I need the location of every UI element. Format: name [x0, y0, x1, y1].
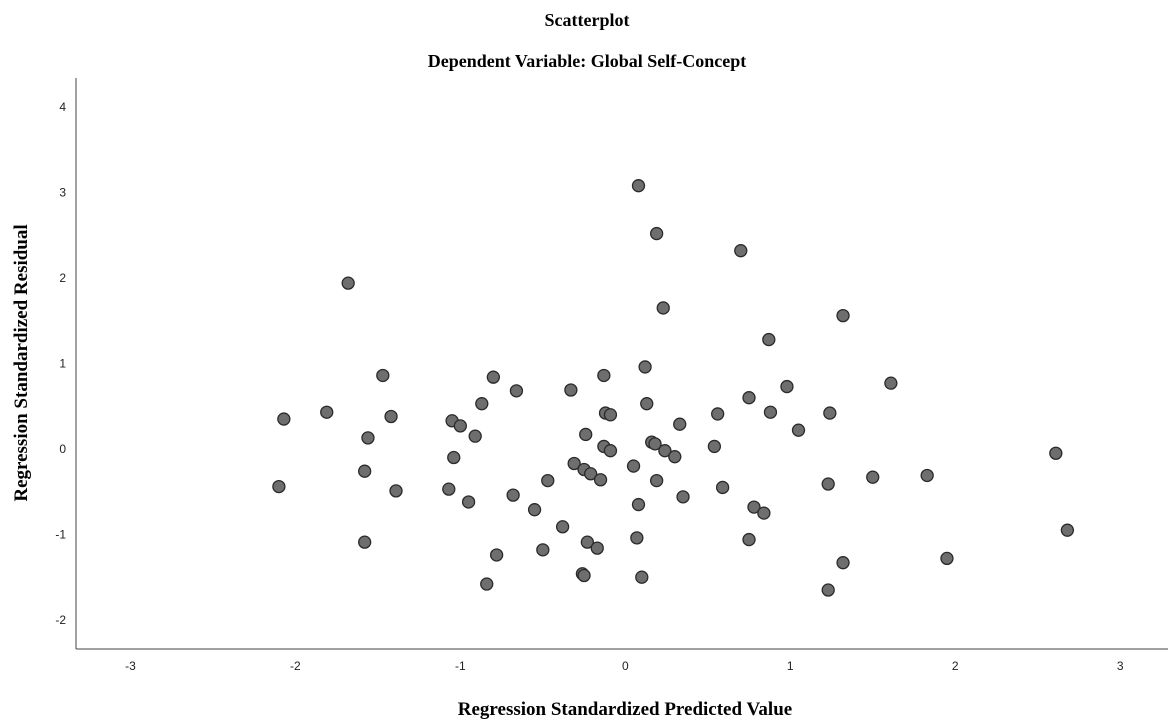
- chart-title: Scatterplot: [545, 10, 630, 30]
- point: [762, 332, 776, 347]
- x-tick-label: 1: [787, 659, 794, 673]
- point: [821, 477, 835, 491]
- point: [527, 503, 542, 517]
- point: [597, 368, 611, 383]
- point: [564, 383, 578, 397]
- point: [603, 444, 618, 458]
- point: [541, 473, 555, 488]
- point: [866, 470, 880, 484]
- point: [603, 408, 618, 422]
- point: [567, 456, 581, 471]
- point: [821, 583, 835, 597]
- x-axis-label: Regression Standardized Predicted Value: [458, 699, 792, 720]
- point: [631, 179, 646, 193]
- point: [590, 541, 604, 555]
- y-tick-label: -1: [55, 527, 66, 541]
- point: [489, 548, 504, 562]
- point: [1060, 523, 1075, 537]
- y-tick-label: 3: [59, 186, 66, 200]
- point: [747, 500, 761, 514]
- point: [742, 391, 756, 405]
- point: [630, 531, 644, 545]
- point: [920, 468, 934, 483]
- y-tick-label: 4: [59, 100, 66, 114]
- point: [734, 244, 748, 258]
- point: [631, 497, 646, 512]
- point: [711, 407, 725, 421]
- point: [836, 308, 850, 323]
- point: [658, 444, 672, 458]
- point: [461, 495, 476, 509]
- point: [468, 429, 482, 443]
- point: [593, 473, 608, 487]
- point: [320, 405, 334, 419]
- point: [884, 376, 898, 390]
- point: [536, 543, 550, 557]
- point: [1049, 446, 1063, 460]
- point: [358, 535, 372, 549]
- point: [656, 301, 670, 315]
- point: [384, 409, 398, 424]
- point: [635, 570, 649, 584]
- point: [757, 506, 771, 520]
- point: [638, 360, 652, 374]
- point: [453, 419, 467, 433]
- point: [480, 577, 494, 591]
- point: [475, 397, 489, 411]
- point: [358, 464, 372, 478]
- point: [277, 412, 291, 426]
- point: [577, 568, 591, 583]
- point: [649, 226, 664, 241]
- chart-subtitle: Dependent Variable: Global Self-Concept: [428, 51, 747, 71]
- point: [361, 431, 375, 445]
- x-tick-label: -2: [290, 659, 301, 673]
- point: [555, 520, 570, 534]
- point: [376, 368, 390, 383]
- point: [341, 276, 355, 290]
- point: [389, 484, 403, 498]
- point: [584, 467, 598, 481]
- x-tick-label: 2: [952, 659, 959, 673]
- point: [791, 423, 806, 437]
- y-tick-label: 0: [59, 442, 66, 456]
- x-tick-label: -1: [455, 659, 466, 673]
- point: [673, 417, 687, 431]
- x-tick-label: 0: [622, 659, 629, 673]
- y-tick-label: 1: [59, 357, 66, 371]
- point: [580, 535, 595, 549]
- y-axis-label: Regression Standardized Residual: [11, 224, 32, 501]
- x-tick-label: -3: [125, 659, 136, 673]
- point: [506, 488, 520, 502]
- point: [509, 384, 524, 398]
- point: [649, 473, 664, 488]
- point: [763, 405, 778, 419]
- point: [676, 490, 690, 504]
- point: [940, 551, 954, 566]
- point: [715, 480, 730, 495]
- point: [836, 556, 850, 570]
- point: [626, 459, 641, 473]
- point: [442, 482, 456, 496]
- point: [742, 532, 756, 547]
- point: [668, 450, 682, 464]
- point: [648, 437, 662, 451]
- point: [823, 406, 837, 420]
- point: [640, 397, 654, 411]
- point: [707, 439, 722, 454]
- x-tick-label: 3: [1117, 659, 1124, 673]
- point: [579, 427, 593, 442]
- point: [447, 450, 461, 465]
- point: [486, 370, 500, 384]
- point: [272, 479, 286, 494]
- y-tick-label: 2: [59, 271, 66, 285]
- point: [780, 379, 794, 394]
- y-tick-label: -2: [55, 613, 66, 627]
